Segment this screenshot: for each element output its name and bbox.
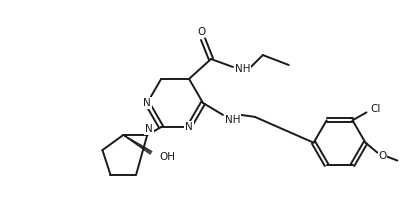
Text: NH: NH: [235, 64, 251, 74]
Text: OH: OH: [159, 152, 175, 162]
Text: N: N: [143, 98, 151, 108]
Text: O: O: [197, 27, 205, 37]
Text: NH: NH: [225, 115, 241, 125]
Text: N: N: [185, 122, 193, 132]
Text: O: O: [378, 151, 387, 161]
Text: N: N: [145, 124, 153, 134]
Text: Cl: Cl: [370, 104, 381, 114]
